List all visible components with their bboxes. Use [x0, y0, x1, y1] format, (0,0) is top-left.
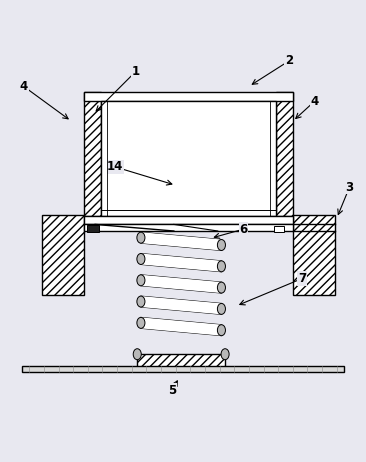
Ellipse shape — [217, 282, 225, 293]
Bar — [137, 354, 225, 368]
Ellipse shape — [137, 232, 145, 243]
Text: 7: 7 — [298, 272, 306, 285]
Polygon shape — [141, 296, 221, 314]
Ellipse shape — [217, 325, 225, 336]
Bar — [22, 366, 344, 372]
Bar — [274, 226, 284, 232]
Polygon shape — [141, 254, 221, 272]
Bar — [84, 92, 293, 101]
Bar — [84, 225, 293, 231]
Text: 5: 5 — [168, 384, 176, 397]
Bar — [84, 92, 101, 216]
Text: 4: 4 — [20, 80, 28, 93]
Ellipse shape — [137, 317, 145, 328]
Bar — [276, 92, 293, 216]
Ellipse shape — [217, 239, 225, 250]
Bar — [84, 216, 293, 225]
Bar — [293, 214, 335, 295]
Ellipse shape — [217, 261, 225, 272]
Text: 4: 4 — [311, 95, 319, 108]
Text: 6: 6 — [239, 223, 247, 236]
Ellipse shape — [221, 349, 229, 360]
Ellipse shape — [137, 275, 145, 286]
Polygon shape — [141, 317, 221, 336]
Bar — [42, 214, 84, 295]
Ellipse shape — [137, 296, 145, 307]
Ellipse shape — [137, 254, 145, 264]
Text: 1: 1 — [131, 65, 139, 78]
Text: 3: 3 — [346, 181, 354, 194]
Bar — [101, 101, 276, 216]
Text: 2: 2 — [285, 55, 293, 67]
Text: 14: 14 — [107, 160, 123, 173]
Bar — [87, 225, 99, 232]
Ellipse shape — [133, 349, 141, 360]
Ellipse shape — [217, 304, 225, 314]
Polygon shape — [141, 232, 221, 250]
Polygon shape — [141, 275, 221, 293]
